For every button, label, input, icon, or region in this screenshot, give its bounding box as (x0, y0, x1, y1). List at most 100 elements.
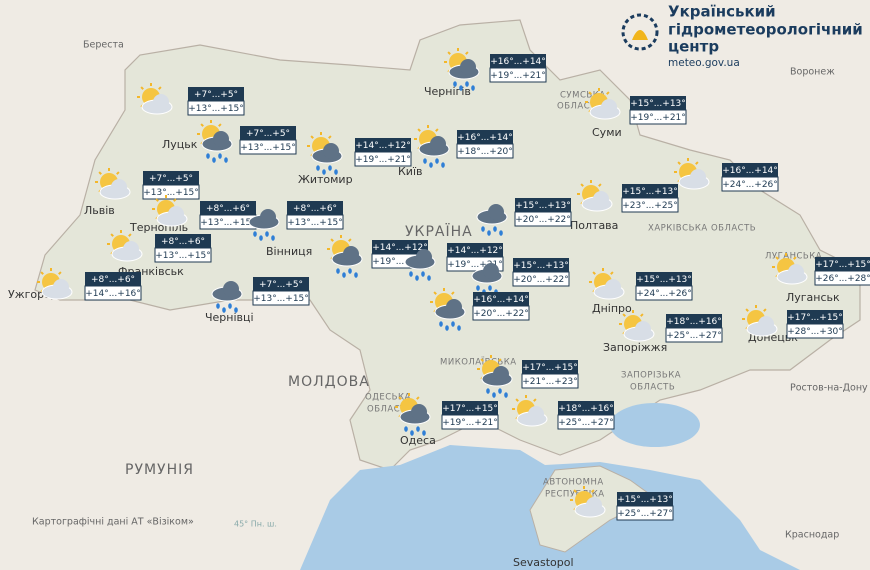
sun-ray (480, 358, 484, 362)
night-box (447, 243, 503, 257)
night-box (513, 258, 569, 272)
cloud (488, 204, 504, 220)
sun-ray (598, 183, 602, 187)
night-temp: +8°...+6° (91, 275, 135, 285)
forecast: +14°...+12° +19°...+21° (404, 243, 504, 281)
raindrop (439, 321, 443, 327)
raindrop (451, 321, 455, 327)
map-label: Sevastopol (513, 556, 574, 569)
day-temp: +13°...+15° (240, 143, 296, 153)
forecast: +15°...+13° +19°...+21° (585, 88, 687, 125)
raindrop (328, 165, 332, 171)
map-label: ОБЛАСТЬ (557, 102, 602, 112)
raindrop (422, 430, 426, 436)
day-box (557, 414, 615, 430)
map-label: Краснодар (785, 530, 839, 541)
map-label: Чернівці (205, 311, 254, 324)
attribution: Картографічні дані АТ «Візіком» (32, 517, 194, 528)
cloud (430, 136, 446, 152)
raindrop (336, 268, 340, 274)
day-box (521, 373, 579, 389)
cloud (635, 321, 651, 337)
sun-ray (158, 86, 162, 90)
forecast: +17°...+15° +21°...+23° (477, 355, 579, 398)
night-box (240, 126, 296, 140)
night-temp: +8°...+6° (161, 237, 205, 247)
map-label: Житомир (298, 173, 353, 186)
forecast: +15°...+13° +23°...+25° (577, 180, 679, 213)
cloud (343, 246, 359, 262)
map-label: МОЛДОВА (288, 374, 370, 390)
cloud (260, 209, 276, 225)
raindrop (416, 426, 420, 432)
cloud (53, 279, 69, 295)
map-label: СУМСЬКА (560, 91, 606, 101)
cloud (446, 299, 462, 315)
night-temp: +18°...+16° (666, 317, 722, 327)
sun-ray (515, 398, 519, 402)
cloud (601, 99, 617, 115)
sun-ray (695, 161, 699, 165)
sun-ray (110, 233, 114, 237)
raindrop (322, 169, 326, 175)
sun-ray (116, 171, 120, 175)
forecast: +7°...+5° +13°...+15° (95, 168, 200, 200)
day-temp: +13°...+15° (188, 104, 244, 114)
map-label: ОБЛАСТЬ (630, 383, 675, 393)
day-box (84, 285, 142, 301)
map-label: Воронеж (790, 67, 835, 78)
day-temp: +25°...+27° (617, 509, 673, 519)
map-label: Луцьк (162, 138, 198, 151)
sun-ray (417, 128, 421, 132)
sun-ray (451, 291, 455, 295)
map-label: Полтава (570, 219, 618, 232)
azov-sea (610, 403, 700, 447)
night-temp: +7°...+5° (259, 280, 303, 290)
raindrop (259, 235, 263, 241)
sun-ray (745, 308, 749, 312)
raindrop (504, 392, 508, 398)
forecast: +14°...+12° +19°...+21° (307, 132, 412, 175)
night-temp: +17°...+15° (442, 404, 498, 414)
night-temp: +16°...+14° (473, 295, 529, 305)
sun-ray (592, 271, 596, 275)
cloud (123, 241, 139, 257)
night-temp: +15°...+13° (617, 495, 673, 505)
night-temp: +17°...+15° (522, 363, 578, 373)
night-temp: +14°...+12° (355, 141, 411, 151)
forecast: +8°...+6° +13°...+15° (107, 230, 212, 263)
raindrop (253, 231, 257, 237)
cloud (586, 497, 602, 513)
map-label: РУМУНІЯ (125, 462, 194, 478)
day-temp: +21°...+23° (522, 377, 578, 387)
night-temp: +17°...+15° (787, 313, 843, 323)
logo-title: гідрометеорологічний (668, 21, 863, 39)
night-temp: +8°...+6° (293, 204, 337, 214)
forecast: +17°...+15° +28°...+30° (742, 305, 844, 339)
raindrop (481, 226, 485, 232)
sun-ray (622, 313, 626, 317)
day-temp: +26°...+28° (815, 274, 870, 284)
night-box (355, 138, 411, 152)
sun-ray (533, 398, 537, 402)
day-temp: +13°...+15° (155, 251, 211, 261)
day-temp: +13°...+15° (287, 218, 343, 228)
night-box (287, 201, 343, 215)
night-temp: +14°...+12° (372, 243, 428, 253)
day-box (239, 139, 297, 155)
sun-ray (591, 489, 595, 493)
map-label: 45° Пн. ш. (234, 520, 277, 529)
sun-ray (40, 271, 44, 275)
day-temp: +24°...+26° (636, 289, 692, 299)
cloud (788, 264, 804, 280)
cloud (111, 179, 127, 195)
day-box (354, 151, 412, 167)
night-temp: +15°...+13° (630, 99, 686, 109)
raindrop (342, 272, 346, 278)
forecast: +7°...+5° +13°...+15° (137, 83, 245, 116)
day-temp: +19°...+21° (490, 71, 546, 81)
map-label: Чернігів (424, 85, 471, 98)
night-temp: +18°...+16° (558, 404, 614, 414)
day-box (514, 211, 572, 227)
